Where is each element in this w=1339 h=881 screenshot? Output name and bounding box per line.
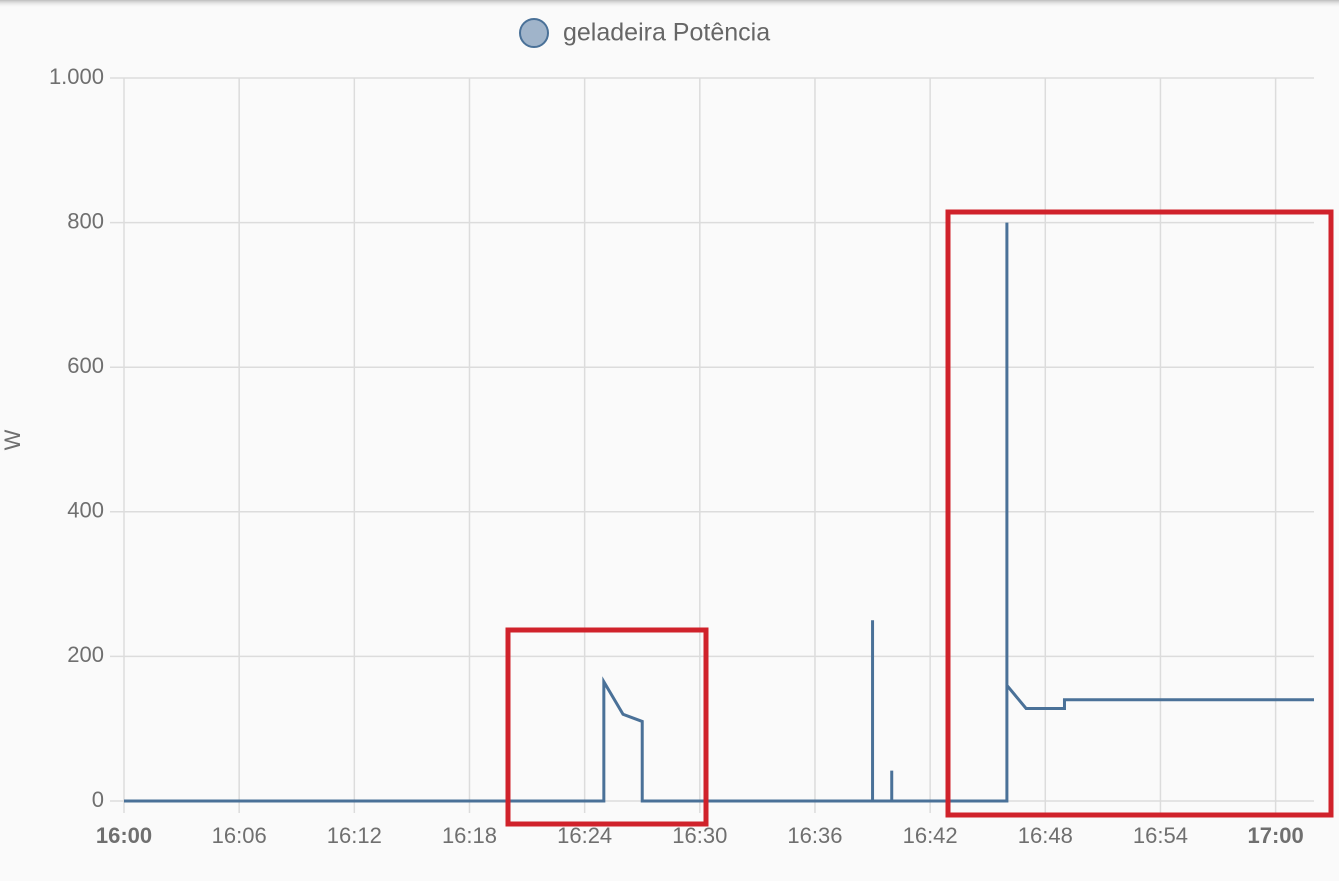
y-tick-label: 200: [67, 642, 104, 667]
header-shadow: [0, 0, 1339, 8]
x-tick-label: 16:48: [1018, 823, 1073, 848]
x-tick-label: 16:42: [903, 823, 958, 848]
y-tick-label: 800: [67, 208, 104, 233]
highlight-box: [945, 209, 1334, 818]
y-tick-label: 600: [67, 353, 104, 378]
x-tick-label: 16:06: [212, 823, 267, 848]
grid: 0 200 400 600 800 1.000 16:00 16:06 16:12 16:18 16…: [49, 64, 1314, 848]
x-tick-label: 16:24: [557, 823, 612, 848]
y-tick-label: 1.000: [49, 64, 104, 89]
x-tick-label: 16:36: [787, 823, 842, 848]
x-tick-label: 17:00: [1247, 823, 1303, 848]
y-tick-label: 400: [67, 498, 104, 523]
highlight-box: [505, 627, 709, 827]
data-line: [124, 222, 1314, 803]
legend-label[interactable]: geladeira Potência: [563, 19, 770, 47]
y-axis-label: W: [0, 429, 25, 450]
x-tick-label: 16:00: [96, 823, 152, 848]
y-tick-label: 0: [92, 787, 104, 812]
x-tick-label: 16:30: [672, 823, 727, 848]
x-tick-label: 16:12: [327, 823, 382, 848]
x-tick-label: 16:18: [442, 823, 497, 848]
legend-swatch[interactable]: [519, 18, 549, 48]
plot: [124, 222, 1314, 803]
x-tick-label: 16:54: [1133, 823, 1188, 848]
